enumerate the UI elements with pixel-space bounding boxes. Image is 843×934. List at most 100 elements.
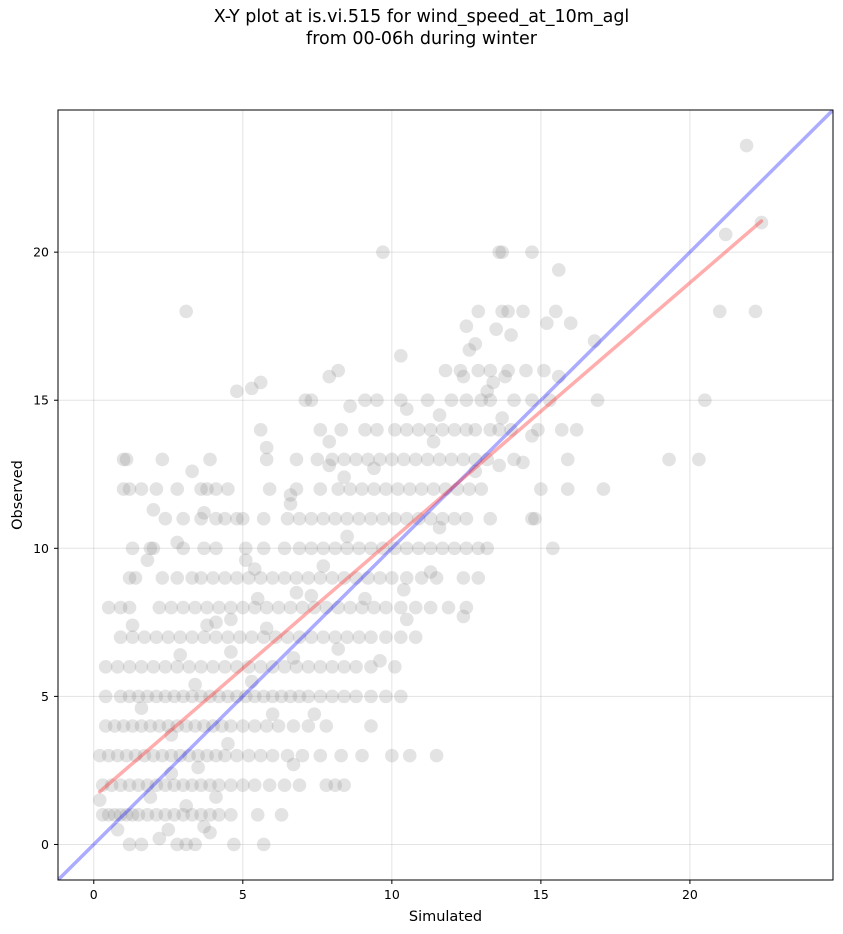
scatter-point-0-304 xyxy=(194,511,208,526)
scatter-point-0-235 xyxy=(399,612,414,627)
scatter-point-0-428 xyxy=(444,393,459,408)
scatter-point-0-214 xyxy=(212,600,226,615)
scatter-point-0-413 xyxy=(554,423,569,437)
scatter-point-0-49 xyxy=(262,778,277,793)
scatter-point-0-373 xyxy=(325,452,340,467)
scatter-point-0-222 xyxy=(307,600,322,615)
scatter-point-0-133 xyxy=(265,689,280,704)
x-tick-label-0: 0 xyxy=(90,887,98,902)
scatter-point-0-462 xyxy=(495,304,509,319)
scatter-point-0-10 xyxy=(167,808,182,822)
scatter-point-0-378 xyxy=(385,452,399,467)
scatter-point-0-186 xyxy=(233,630,247,644)
scatter-point-0-282 xyxy=(292,541,307,556)
scatter-point-0-237 xyxy=(250,591,265,606)
scatter-point-0-339 xyxy=(194,482,208,496)
scatter-point-0-264 xyxy=(414,571,429,585)
scatter-point-0-324 xyxy=(447,511,462,526)
scatter-point-0-142 xyxy=(364,689,378,704)
scatter-point-0-154 xyxy=(170,659,185,674)
scatter-point-0-232 xyxy=(441,600,456,615)
scatter-point-0-161 xyxy=(253,659,268,674)
scatter-point-0-129 xyxy=(230,689,244,704)
scatter-point-0-179 xyxy=(149,630,164,644)
scatter-point-0-126 xyxy=(203,689,217,704)
scatter-point-0-307 xyxy=(230,511,244,526)
scatter-point-0-205 xyxy=(209,615,223,630)
scatter-point-0-409 xyxy=(483,423,498,437)
scatter-point-0-77 xyxy=(253,748,268,763)
scatter-point-0-471 xyxy=(495,245,509,259)
scatter-point-0-153 xyxy=(158,659,173,674)
scatter-point-0-358 xyxy=(474,482,489,496)
scatter-point-0-444 xyxy=(453,363,468,378)
scatter-point-0-4 xyxy=(119,808,134,822)
scatter-point-0-106 xyxy=(259,719,274,733)
scatter-point-0-165 xyxy=(301,659,316,674)
scatter-point-0-454 xyxy=(480,384,495,399)
scatter-point-0-17 xyxy=(250,808,265,822)
scatter-point-0-318 xyxy=(376,511,390,526)
scatter-point-0-267 xyxy=(471,571,486,585)
scatter-point-0-368 xyxy=(155,452,170,467)
scatter-point-0-172 xyxy=(173,648,188,662)
scatter-point-0-123 xyxy=(176,689,190,704)
scatter-point-0-466 xyxy=(563,316,578,331)
scatter-point-0-337 xyxy=(149,482,164,496)
scatter-point-0-216 xyxy=(236,600,250,615)
scatter-point-0-138 xyxy=(313,689,328,704)
scatter-point-0-457 xyxy=(459,319,474,333)
scatter-point-0-218 xyxy=(259,600,274,615)
y-tick-label-1: 5 xyxy=(41,689,49,704)
scatter-point-0-286 xyxy=(340,541,354,556)
scatter-point-0-422 xyxy=(298,393,313,408)
scatter-point-0-383 xyxy=(444,452,459,467)
scatter-point-0-357 xyxy=(462,482,477,496)
scatter-point-0-404 xyxy=(423,423,438,437)
scatter-point-0-72 xyxy=(200,748,214,763)
scatter-point-0-273 xyxy=(125,541,140,556)
scatter-point-0-453 xyxy=(498,369,512,384)
scatter-point-0-393 xyxy=(492,458,506,473)
scatter-point-0-262 xyxy=(385,571,399,585)
scatter-point-0-437 xyxy=(399,402,414,416)
scatter-point-0-320 xyxy=(399,511,414,526)
scatter-point-0-93 xyxy=(134,719,149,733)
scatter-point-0-140 xyxy=(337,689,351,704)
scatter-point-0-1 xyxy=(101,808,116,822)
scatter-point-0-66 xyxy=(146,748,161,763)
scatter-point-0-461 xyxy=(471,304,486,319)
scatter-point-0-364 xyxy=(468,464,483,479)
scatter-point-0-447 xyxy=(501,363,515,378)
scatter-point-0-131 xyxy=(247,689,262,704)
scatter-point-0-468 xyxy=(456,369,471,384)
scatter-point-0-169 xyxy=(349,659,363,674)
scatter-point-0-408 xyxy=(468,423,483,437)
scatter-point-0-163 xyxy=(277,659,292,674)
scatter-point-0-74 xyxy=(218,748,232,763)
scatter-point-0-25 xyxy=(179,837,193,852)
scatter-point-0-228 xyxy=(379,600,393,615)
scatter-point-0-384 xyxy=(456,452,471,467)
scatter-point-0-394 xyxy=(516,455,530,470)
scatter-point-0-213 xyxy=(200,600,214,615)
scatter-point-0-236 xyxy=(456,609,471,624)
scatter-point-0-215 xyxy=(224,600,238,615)
scatter-point-0-173 xyxy=(224,645,238,659)
grid xyxy=(58,110,833,880)
scatter-point-0-52 xyxy=(337,778,351,793)
scatter-point-0-388 xyxy=(560,452,575,467)
scatter-point-0-63 xyxy=(119,748,134,763)
scatter-point-0-421 xyxy=(253,375,268,390)
scatter-point-0-327 xyxy=(525,511,539,526)
scatter-point-0-334 xyxy=(116,482,131,496)
scatter-point-0-114 xyxy=(164,728,179,742)
scatter-point-0-361 xyxy=(596,482,611,496)
scatter-point-0-293 xyxy=(423,541,438,556)
scatter-point-0-295 xyxy=(447,541,462,556)
scatter-point-0-132 xyxy=(256,689,271,704)
scatter-point-0-271 xyxy=(140,553,155,567)
scatter-point-0-199 xyxy=(393,630,408,644)
scatter-point-0-64 xyxy=(128,748,143,763)
scatter-point-0-254 xyxy=(289,571,304,585)
